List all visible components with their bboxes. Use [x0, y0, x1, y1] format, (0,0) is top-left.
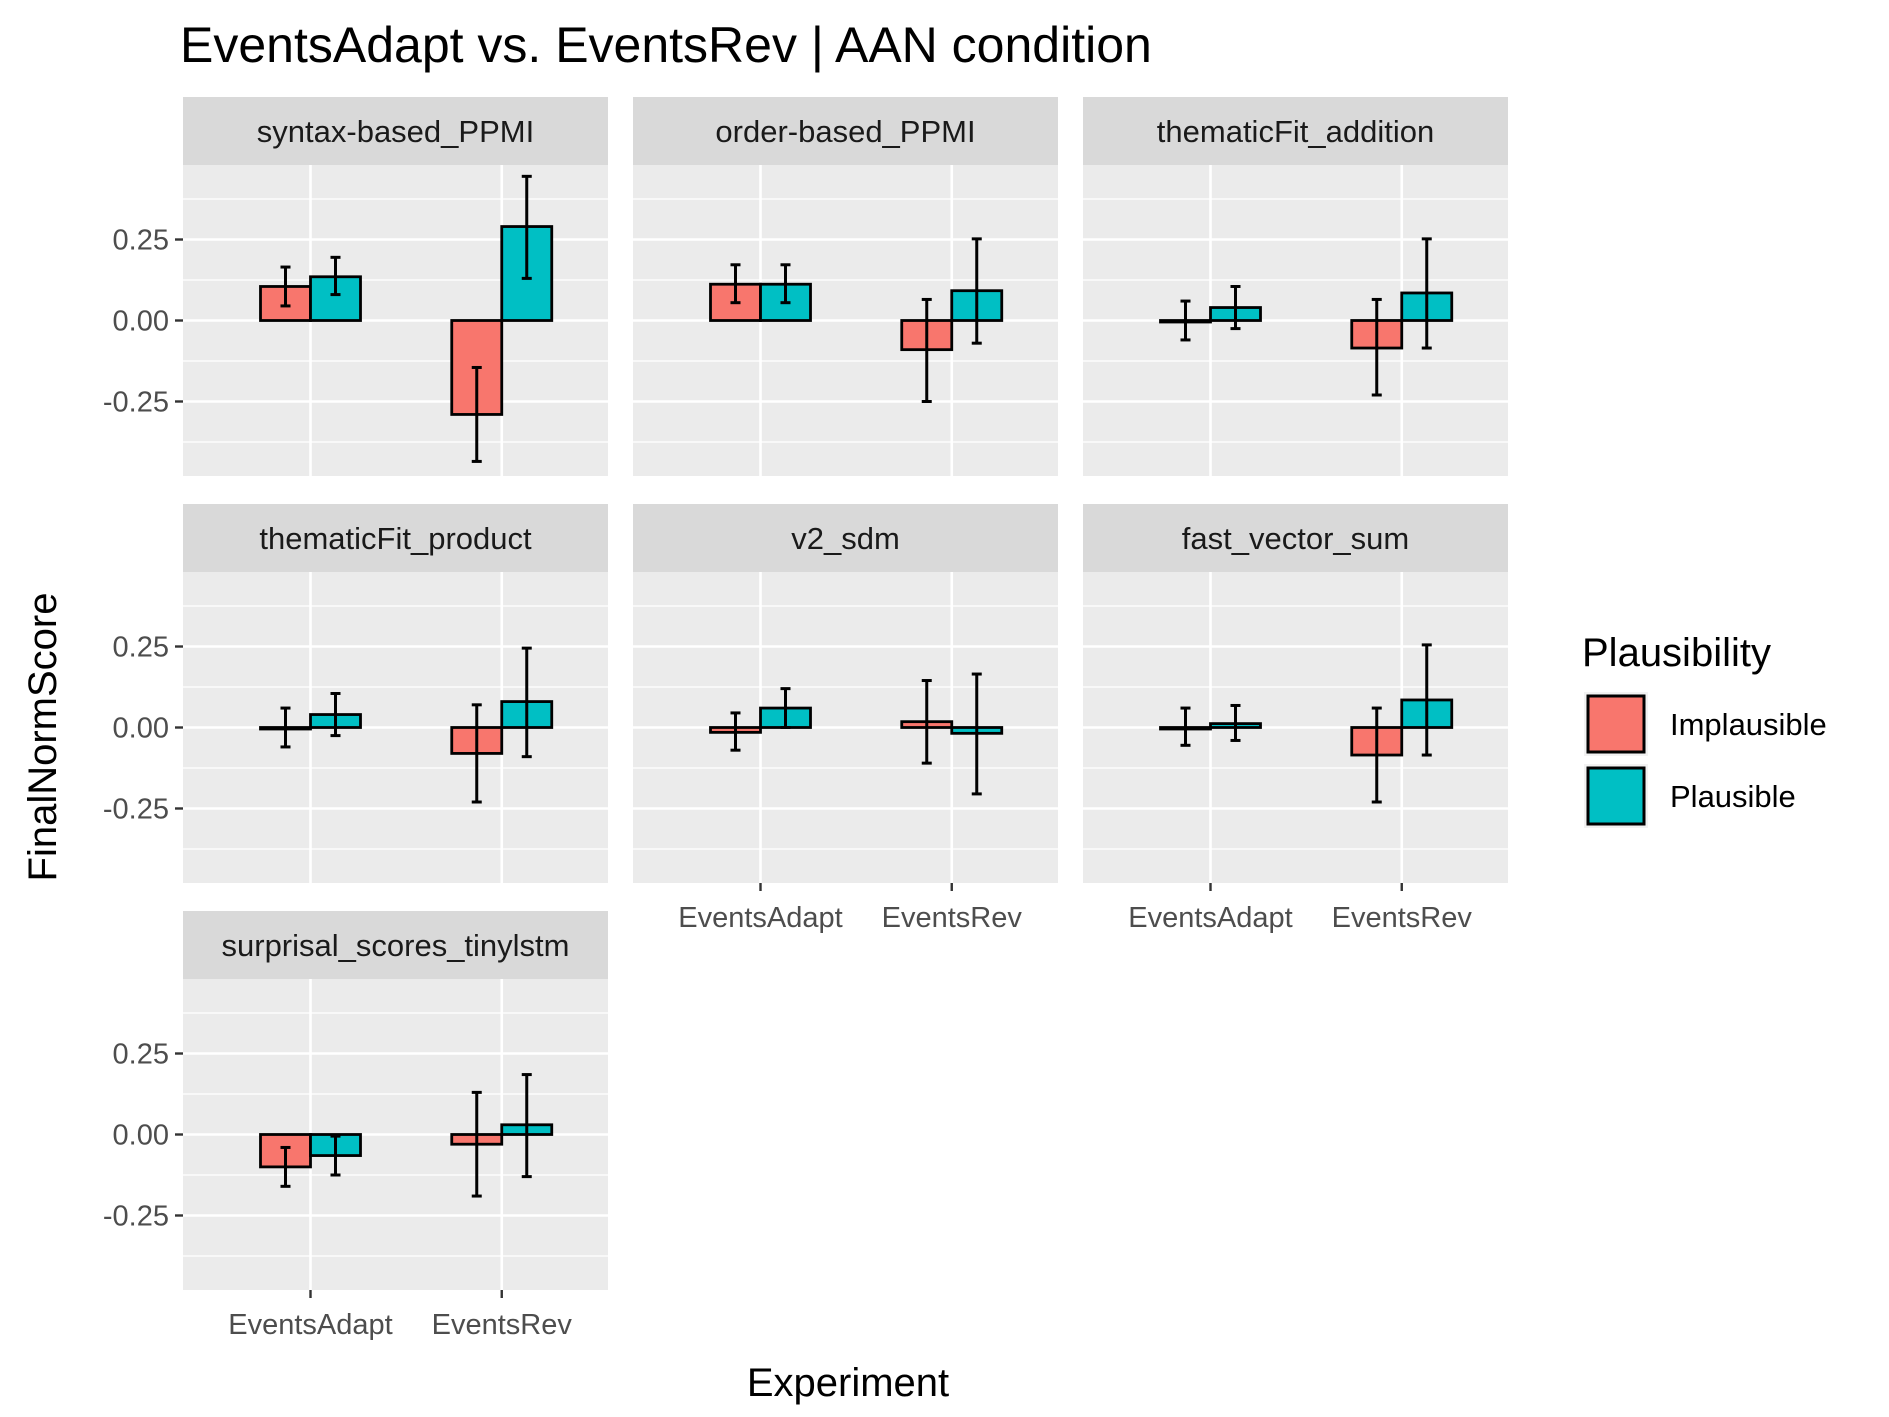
x-tick-label: EventsRev — [432, 1309, 573, 1341]
strip-thematicfit-product — [183, 504, 608, 572]
legend-label: Implausible — [1670, 707, 1827, 742]
panel-order-based-ppmi: order-based_PPMI — [633, 97, 1058, 476]
error-bar-plausible-eventsrev — [1421, 643, 1432, 757]
error-bar-plausible-eventsrev — [971, 672, 982, 796]
error-bar-implausible-eventsrev — [1371, 706, 1382, 804]
panel-syntax-based-ppmi: syntax-based_PPMI 0.25 0.00 -0.25 — [103, 97, 608, 476]
x-axis-title: Experiment — [747, 1361, 949, 1405]
strip-label: thematicFit_product — [259, 521, 532, 556]
x-tick-label: EventsRev — [1332, 902, 1473, 934]
error-bar-implausible-eventsrev — [471, 703, 482, 804]
strip-surprisal-scores-tinylstm — [183, 911, 608, 979]
legend-item-implausible: Implausible — [1584, 692, 1827, 756]
error-bar-plausible-eventsrev — [1421, 237, 1432, 350]
error-bar-plausible-eventsadapt — [330, 691, 341, 738]
legend: Plausibility Implausible Plausible — [1582, 631, 1827, 828]
error-bar-plausible-eventsadapt — [780, 687, 791, 729]
strip-label: fast_vector_sum — [1182, 521, 1409, 556]
error-bar-implausible-eventsadapt — [1180, 706, 1191, 747]
error-bar-plausible-eventsrev — [971, 237, 982, 345]
panel-v2-sdm: v2_sdm EventsAdapt EventsRev — [633, 504, 1058, 934]
error-bar-implausible-eventsadapt — [280, 1145, 291, 1188]
legend-item-plausible: Plausible — [1584, 764, 1796, 828]
error-bar-plausible-eventsrev — [521, 174, 532, 280]
error-bar-implausible-eventsrev — [471, 365, 482, 463]
strip-order-based-ppmi — [633, 97, 1058, 165]
y-tick-label: 0.00 — [113, 713, 169, 745]
strip-label: syntax-based_PPMI — [257, 114, 534, 149]
error-bar-implausible-eventsrev — [1371, 297, 1382, 397]
strip-v2-sdm — [633, 504, 1058, 572]
error-bar-plausible-eventsrev — [521, 1073, 532, 1179]
error-bar-implausible-eventsadapt — [280, 265, 291, 308]
legend-label: Plausible — [1670, 779, 1796, 814]
panel-fast-vector-sum: fast_vector_sum EventsAdapt EventsRev — [1083, 504, 1508, 934]
strip-label: order-based_PPMI — [715, 114, 975, 149]
panel-thematicfit-product: thematicFit_product 0.25 0.00 -0.25 — [103, 504, 608, 883]
legend-title: Plausibility — [1582, 631, 1771, 675]
y-tick-label: -0.25 — [103, 1200, 169, 1232]
panel-surprisal-scores-tinylstm: surprisal_scores_tinylstm 0.25 0.00 -0.25 Ev… — [103, 911, 608, 1341]
error-bar-implausible-eventsadapt — [1180, 299, 1191, 342]
error-bar-implausible-eventsrev — [471, 1090, 482, 1198]
chart-title: EventsAdapt vs. EventsRev | AAN conditio… — [180, 17, 1152, 73]
error-bar-implausible-eventsrev — [921, 297, 932, 403]
error-bar-plausible-eventsadapt — [1230, 284, 1241, 331]
y-tick-label: 0.25 — [113, 1039, 169, 1071]
x-tick-label: EventsAdapt — [678, 902, 842, 934]
y-tick-label: 0.25 — [113, 225, 169, 257]
strip-label: surprisal_scores_tinylstm — [222, 928, 570, 963]
strip-label: thematicFit_addition — [1157, 114, 1434, 149]
facet-panels: syntax-based_PPMI 0.25 0.00 -0.25 order-base… — [103, 97, 1508, 1341]
error-bar-plausible-eventsadapt — [330, 255, 341, 297]
x-tick-label: EventsRev — [882, 902, 1023, 934]
strip-label: v2_sdm — [791, 521, 900, 556]
legend-swatch-implausible — [1586, 694, 1646, 754]
strip-thematicfit-addition — [1083, 97, 1508, 165]
legend-swatch-plausible — [1586, 766, 1646, 826]
error-bar-implausible-eventsadapt — [730, 711, 741, 752]
y-tick-label: 0.00 — [113, 1120, 169, 1152]
strip-fast-vector-sum — [1083, 504, 1508, 572]
y-axis-title: FinalNormScore — [21, 593, 65, 882]
error-bar-implausible-eventsrev — [921, 679, 932, 765]
x-tick-label: EventsAdapt — [1128, 902, 1292, 934]
error-bar-implausible-eventsadapt — [730, 263, 741, 305]
error-bar-plausible-eventsadapt — [780, 263, 791, 305]
y-tick-label: 0.25 — [113, 632, 169, 664]
error-bar-plausible-eventsadapt — [330, 1134, 341, 1177]
error-bar-implausible-eventsadapt — [280, 706, 291, 749]
y-tick-label: -0.25 — [103, 793, 169, 825]
y-tick-label: -0.25 — [103, 386, 169, 418]
y-tick-label: 0.00 — [113, 306, 169, 338]
strip-syntax-based-ppmi — [183, 97, 608, 165]
panel-thematicfit-addition: thematicFit_addition — [1083, 97, 1508, 476]
x-tick-label: EventsAdapt — [228, 1309, 392, 1341]
error-bar-plausible-eventsrev — [521, 646, 532, 759]
error-bar-plausible-eventsadapt — [1230, 703, 1241, 742]
